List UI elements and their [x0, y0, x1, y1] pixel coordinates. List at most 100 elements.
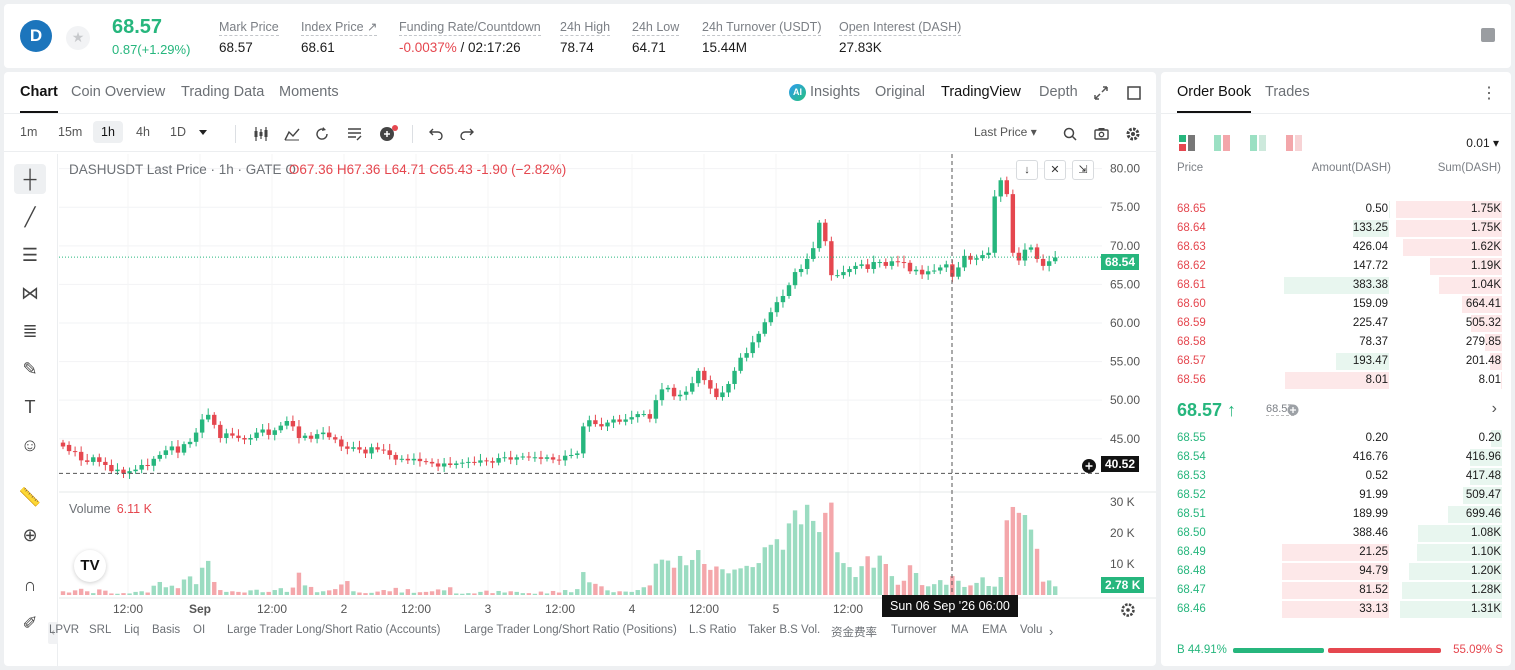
ask-row[interactable]: 68.62 147.72 1.19K — [1161, 257, 1511, 276]
bid-row[interactable]: 68.55 0.20 0.20 — [1161, 429, 1511, 448]
fibonacci-icon[interactable]: ≣ — [22, 321, 38, 341]
indicator-lt-accounts[interactable]: Large Trader Long/Short Ratio (Accounts) — [227, 624, 441, 636]
layout-both-icon[interactable] — [1179, 135, 1195, 151]
tab-trades[interactable]: Trades — [1265, 84, 1310, 100]
collapse-toolbar-icon[interactable]: ‹ — [48, 622, 58, 644]
horizontal-lines-icon[interactable]: ☰ — [21, 245, 39, 265]
bid-row[interactable]: 68.46 33.13 1.31K — [1161, 600, 1511, 619]
candle-body — [835, 275, 840, 277]
add-alert-icon[interactable] — [379, 124, 399, 142]
bid-row[interactable]: 68.48 94.79 1.20K — [1161, 562, 1511, 581]
stat-index-price[interactable]: Index Price ↗ 68.61 — [301, 20, 378, 55]
brush-icon[interactable]: ✎ — [22, 359, 38, 379]
candle-body — [925, 271, 931, 275]
chevron-down-icon[interactable] — [198, 129, 208, 137]
bid-row[interactable]: 68.53 0.52 417.48 — [1161, 467, 1511, 486]
ask-row[interactable]: 68.63 426.04 1.62K — [1161, 238, 1511, 257]
chevron-right-icon[interactable]: › — [1491, 400, 1497, 417]
search-icon[interactable] — [1063, 127, 1077, 141]
chevron-right-icon[interactable]: › — [1049, 624, 1054, 639]
interval-1m[interactable]: 1m — [20, 125, 38, 139]
candlestick-chart[interactable]: 80.00 75.00 70.00 65.00 60.00 55.00 50.00 45.00… — [59, 154, 1156, 666]
view-depth[interactable]: Depth — [1039, 84, 1078, 100]
settings-gear-icon[interactable] — [1126, 127, 1140, 141]
ask-row[interactable]: 68.56 8.01 8.01 — [1161, 371, 1511, 390]
emoji-icon[interactable]: ☺ — [20, 435, 40, 455]
candle-body — [526, 456, 532, 458]
ask-row[interactable]: 68.57 193.47 201.48 — [1161, 352, 1511, 371]
indicator-srl[interactable]: SRL — [89, 624, 112, 636]
indicator-turnover[interactable]: Turnover — [891, 624, 937, 636]
indicator-ls-ratio[interactable]: L.S Ratio — [689, 624, 737, 636]
indicators-icon[interactable] — [284, 127, 300, 141]
candle-body — [841, 272, 846, 276]
ask-row[interactable]: 68.64 133.25 1.75K — [1161, 219, 1511, 238]
ask-row[interactable]: 68.60 159.09 664.41 — [1161, 295, 1511, 314]
indicator-liq[interactable]: Liq — [124, 624, 140, 636]
tab-chart[interactable]: Chart — [20, 84, 58, 113]
pencil-lock-icon[interactable]: ✐ — [22, 613, 38, 633]
indicator-funding-rate[interactable]: 资金费率 — [831, 627, 877, 639]
ask-row[interactable]: 68.65 0.50 1.75K — [1161, 200, 1511, 219]
replay-icon[interactable] — [315, 127, 329, 141]
ask-row[interactable]: 68.59 225.47 505.32 — [1161, 314, 1511, 333]
expand-icon[interactable] — [1094, 86, 1108, 100]
tab-trading-data[interactable]: Trading Data — [181, 84, 265, 100]
precision-select[interactable]: 0.01 ▾ — [1466, 136, 1499, 150]
collapse-pane-icon[interactable]: ✕ — [1044, 160, 1066, 180]
bid-row[interactable]: 68.52 91.99 509.47 — [1161, 486, 1511, 505]
indicator-lt-positions[interactable]: Large Trader Long/Short Ratio (Positions… — [464, 624, 677, 636]
favorite-star-icon[interactable]: ★ — [66, 26, 90, 50]
indicator-taker-vol[interactable]: Taker B.S Vol. — [748, 624, 821, 636]
camera-icon[interactable] — [1094, 127, 1109, 140]
indicator-oi[interactable]: OI — [193, 624, 206, 636]
view-original[interactable]: Original — [875, 84, 925, 100]
chart-settings-icon[interactable] — [1120, 602, 1136, 618]
more-options-icon[interactable]: ⋮ — [1481, 85, 1497, 102]
bid-row[interactable]: 68.50 388.46 1.08K — [1161, 524, 1511, 543]
window-icon[interactable] — [1127, 86, 1141, 100]
indicator-basis[interactable]: Basis — [152, 624, 181, 636]
undo-icon[interactable] — [429, 128, 443, 140]
templates-icon[interactable] — [347, 127, 362, 141]
indicator-ma[interactable]: MA — [951, 624, 969, 636]
candle-type-icon[interactable] — [253, 127, 269, 141]
maximize-pane-icon[interactable]: ⇲ — [1072, 160, 1094, 180]
indicator-lpvr[interactable]: LPVR — [49, 624, 80, 636]
ruler-icon[interactable]: 📏 — [18, 487, 42, 507]
bid-row[interactable]: 68.51 189.99 699.46 — [1161, 505, 1511, 524]
indicator-ema[interactable]: EMA — [982, 624, 1007, 636]
layout-sells-icon[interactable] — [1286, 135, 1302, 151]
layout-asks-icon[interactable] — [1250, 135, 1266, 151]
volume-bar — [199, 567, 205, 595]
magnet-icon[interactable]: ∩ — [23, 575, 37, 595]
add-alert-plus-icon[interactable] — [1081, 458, 1097, 474]
indicator-volume[interactable]: Volu — [1020, 624, 1043, 636]
interval-1h[interactable]: 1h — [93, 121, 123, 143]
tradingview-logo-icon[interactable]: TV — [74, 550, 106, 582]
interval-1d[interactable]: 1D — [170, 125, 186, 139]
scroll-down-icon[interactable]: ↓ — [1016, 160, 1038, 180]
view-tradingview[interactable]: TradingView — [941, 84, 1021, 100]
view-insights[interactable]: Insights — [810, 84, 860, 100]
interval-4h[interactable]: 4h — [136, 125, 150, 139]
crosshair-icon[interactable]: ┼ — [14, 164, 46, 194]
candle-body — [151, 458, 156, 466]
trend-line-icon[interactable]: ╱ — [24, 207, 36, 227]
layout-bids-icon[interactable] — [1214, 135, 1230, 151]
tab-moments[interactable]: Moments — [279, 84, 339, 100]
zoom-in-icon[interactable]: ⊕ — [22, 525, 38, 545]
bid-row[interactable]: 68.54 416.76 416.96 — [1161, 448, 1511, 467]
text-tool-icon[interactable]: T — [24, 397, 36, 417]
notebook-icon[interactable] — [1481, 28, 1495, 42]
interval-15m[interactable]: 15m — [58, 125, 83, 139]
ask-row[interactable]: 68.61 383.38 1.04K — [1161, 276, 1511, 295]
price-source-select[interactable]: Last Price ▾ — [974, 125, 1037, 139]
bid-row[interactable]: 68.47 81.52 1.28K — [1161, 581, 1511, 600]
pattern-icon[interactable]: ⋈ — [21, 283, 39, 303]
redo-icon[interactable] — [460, 128, 474, 140]
tab-order-book[interactable]: Order Book — [1177, 84, 1252, 113]
bid-row[interactable]: 68.49 21.25 1.10K — [1161, 543, 1511, 562]
tab-coin-overview[interactable]: Coin Overview — [71, 84, 166, 100]
ask-row[interactable]: 68.58 78.37 279.85 — [1161, 333, 1511, 352]
